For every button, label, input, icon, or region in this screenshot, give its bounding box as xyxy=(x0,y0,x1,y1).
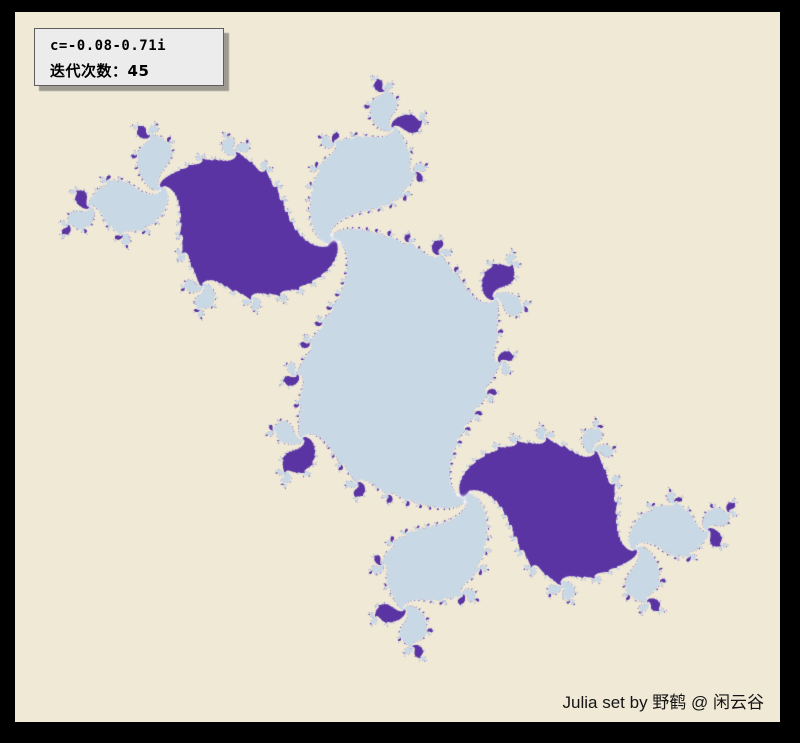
julia-constant-label: c=-0.08-0.71i xyxy=(50,38,167,54)
fractal-viewport: c=-0.08-0.71i 迭代次数：45 Julia set by 野鹤 @ … xyxy=(15,12,780,722)
credit-caption: Julia set by 野鹤 @ 闲云谷 xyxy=(562,693,764,712)
julia-canvas xyxy=(15,12,780,722)
parameter-info-box: c=-0.08-0.71i 迭代次数：45 xyxy=(34,28,224,86)
iteration-count-label: 迭代次数：45 xyxy=(50,62,150,80)
